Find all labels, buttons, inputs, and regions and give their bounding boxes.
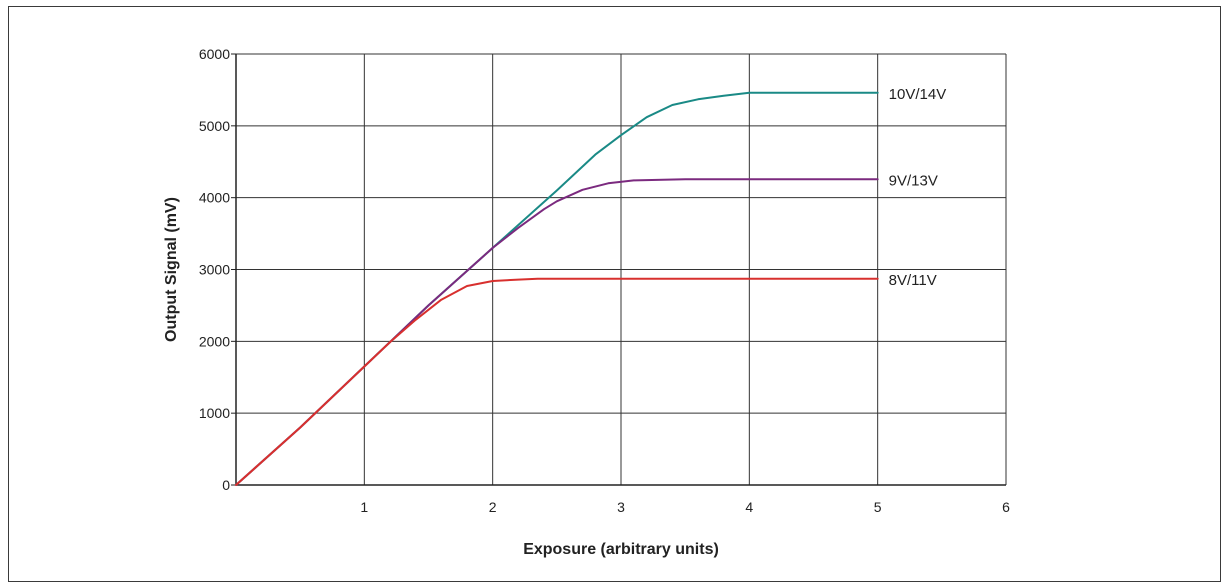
x-tick-label: 2: [489, 499, 497, 515]
series-lines: [235, 91, 879, 486]
chart-frame: [8, 6, 1221, 582]
grid: [236, 53, 1007, 485]
y-tick-label: 2000: [199, 333, 230, 349]
y-tick-label: 5000: [199, 118, 230, 134]
x-tick-label: 3: [617, 499, 625, 515]
series-line-2: [235, 277, 879, 486]
y-tick-label: 6000: [199, 46, 230, 62]
series-label-1: 9V/13V: [889, 172, 938, 189]
x-axis-title: Exposure (arbitrary units): [523, 541, 719, 558]
series-line-1: [235, 178, 879, 486]
y-tick-label: 3000: [199, 262, 230, 278]
series-label-0: 10V/14V: [889, 86, 947, 103]
series-label-2: 8V/11V: [889, 272, 937, 289]
y-tick-label: 1000: [199, 405, 230, 421]
y-tick-label: 4000: [199, 190, 230, 206]
series-line-0: [235, 91, 879, 486]
series-labels: 10V/14V 9V/13V 8V/11V: [889, 86, 947, 289]
axes: [231, 53, 1006, 486]
x-tick-label: 5: [874, 499, 882, 515]
tick-labels: 0 1000 2000 3000 4000 5000 6000 1 2 3 4 5 6: [199, 46, 1010, 515]
x-tick-label: 1: [360, 499, 368, 515]
x-tick-label: 4: [745, 499, 753, 515]
y-tick-label: 0: [222, 477, 230, 493]
y-axis-title: Output Signal (mV): [163, 197, 180, 342]
x-tick-label: 6: [1002, 499, 1010, 515]
